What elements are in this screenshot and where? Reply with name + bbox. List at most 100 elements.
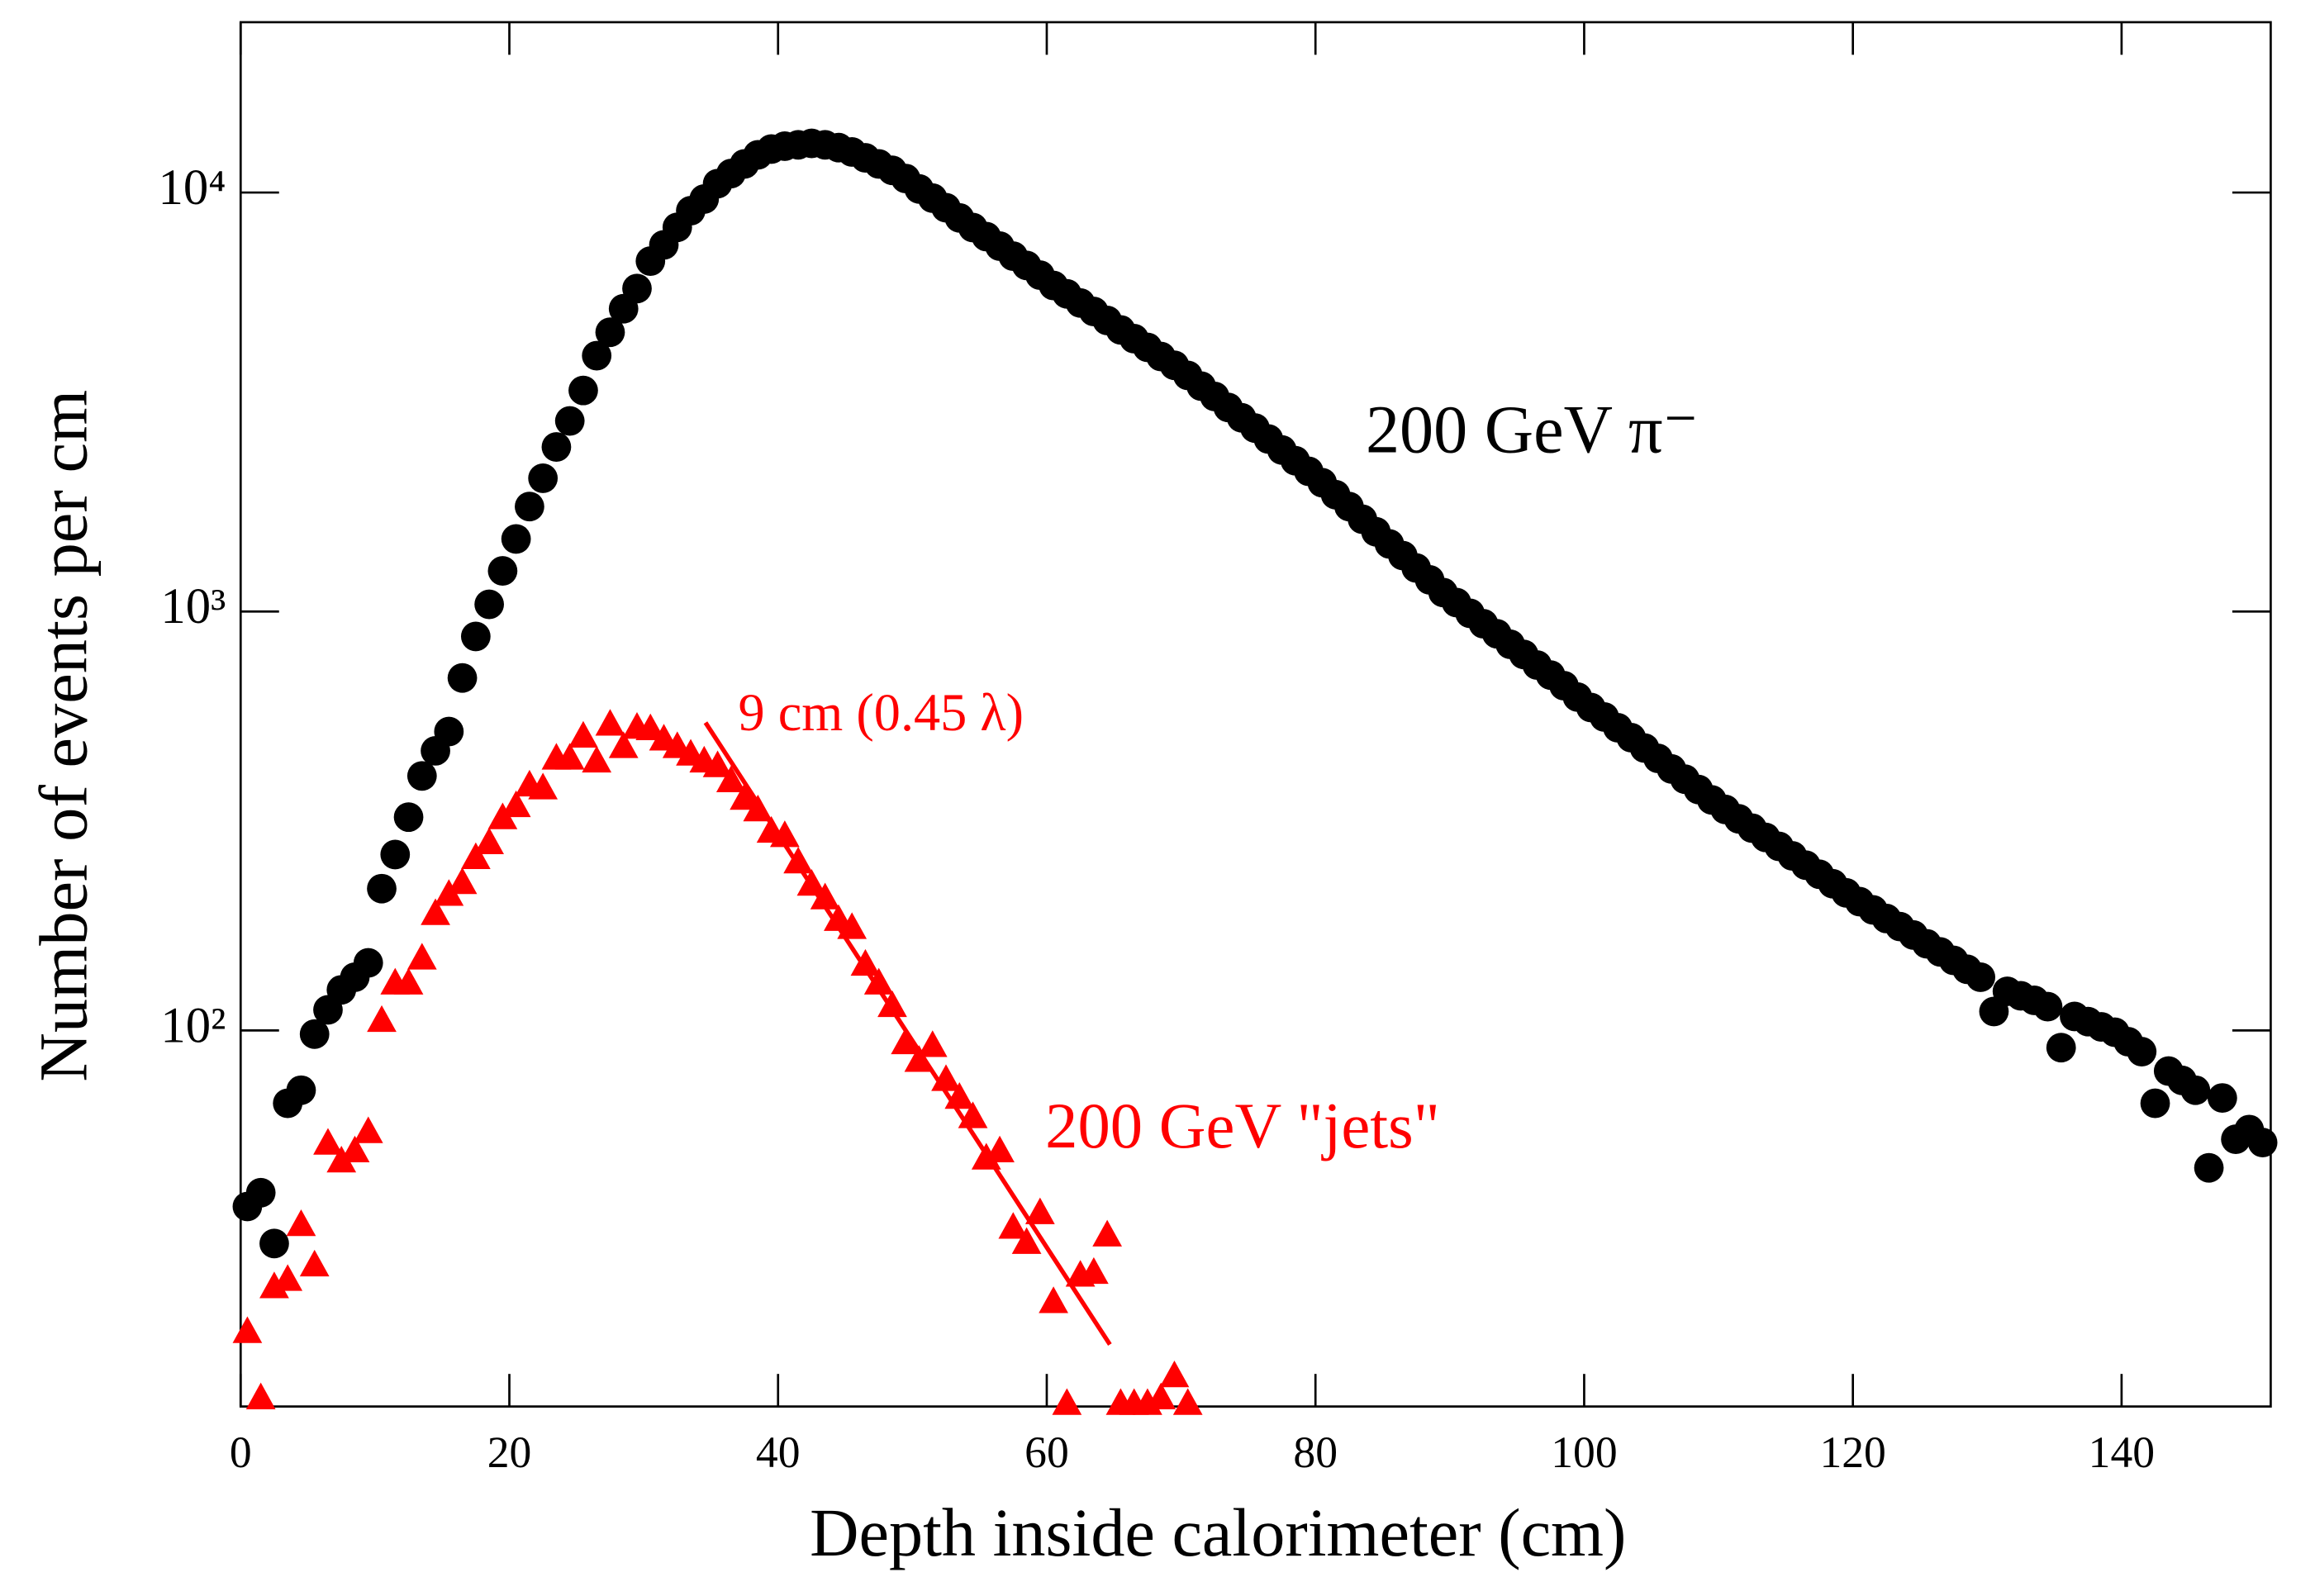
circle-point [2127,1037,2157,1066]
triangle-point [877,990,907,1018]
triangle-point [904,1045,934,1072]
triangle-point [393,967,424,995]
triangle-point [958,1101,988,1128]
circle-point [595,317,625,348]
triangle-point [783,846,814,874]
circle-point [2046,1033,2076,1063]
triangle-point [1092,1219,1123,1247]
fit-label: 9 cm (0.45 λ) [738,683,1024,742]
triangle-point [635,713,666,740]
triangle-point [367,1005,397,1033]
series-label: 200 GeV "jets" [1045,1090,1440,1162]
triangle-point [796,869,827,896]
triangle-point [273,1264,303,1291]
triangle-point [299,1249,330,1277]
y-axis-title: Number of events per cm [26,390,102,1082]
circle-point [582,340,612,371]
circle-point [460,621,491,652]
circle-point [515,492,544,522]
y-tick-label: 10² [160,998,226,1053]
y-tick-label: 10⁴ [158,160,226,216]
triangle-point [528,772,559,800]
triangle-point [863,967,894,995]
circle-point [434,716,464,747]
circle-point [554,406,585,436]
x-axis-title: Depth inside calorimeter (cm) [810,1495,1626,1570]
x-tick-label: 120 [1819,1427,1885,1477]
triangle-point [971,1142,1001,1170]
series-label: 200 GeV π⁻ [1366,392,1699,468]
x-tick-label: 40 [756,1427,801,1477]
triangle-point [1011,1227,1042,1254]
triangle-point [715,765,746,793]
circle-point [2247,1128,2278,1158]
circle-point [568,375,598,406]
triangle-point [326,1146,357,1173]
triangle-point [447,867,478,895]
triangle-point [554,743,585,770]
circle-point [2180,1075,2211,1105]
x-tick-label: 20 [487,1427,532,1477]
triangle-point [730,782,759,810]
circle-point [541,432,572,462]
triangle-point [286,1209,316,1237]
triangle-point [474,827,504,854]
circle-point [299,1019,330,1049]
circle-point [2140,1088,2170,1119]
circle-point [259,1228,289,1259]
triangle-point [259,1271,289,1299]
triangle-point [568,720,598,748]
x-tick-label: 60 [1024,1427,1069,1477]
circle-point [2032,991,2063,1022]
triangle-point [245,1382,276,1409]
triangle-point [931,1064,961,1091]
circle-point [1966,962,1996,992]
triangle-point [460,842,491,870]
circle-point [380,839,411,870]
triangle-point [340,1135,370,1162]
triangle-point [810,882,840,910]
plot-frame [239,21,2272,1408]
triangle-point [769,820,800,848]
circle-point [2207,1083,2237,1114]
triangle-point [582,745,612,773]
triangle-point [998,1212,1029,1239]
circle-point [501,524,531,554]
triangle-point [944,1082,975,1109]
x-tick-label: 80 [1293,1427,1338,1477]
circle-point [474,589,504,620]
circle-point [622,273,652,304]
circle-point [528,463,559,493]
circle-point [245,1177,276,1208]
triangle-point [1146,1382,1177,1409]
triangle-point [1024,1197,1055,1224]
circle-point [367,873,397,904]
circle-point [2194,1152,2224,1183]
triangle-point [1172,1388,1203,1415]
triangle-point [608,731,639,758]
triangle-point [1039,1286,1068,1313]
triangle-point [891,1027,921,1055]
triangle-point [985,1135,1015,1162]
x-tick-label: 0 [230,1427,252,1477]
x-tick-label: 100 [1551,1427,1617,1477]
circle-point [447,663,478,693]
triangle-point [313,1128,343,1155]
circle-point [353,948,383,978]
triangle-point [421,898,450,925]
triangle-point [1159,1361,1190,1388]
triangle-point [702,750,733,777]
triangle-point [595,709,625,736]
triangle-point [1079,1256,1109,1285]
triangle-point [1052,1388,1082,1415]
triangle-point [837,912,868,939]
triangle-point [501,790,531,818]
circle-point [487,556,518,586]
circle-point [286,1075,316,1105]
circle-point [406,761,437,791]
circle-point [393,802,424,833]
triangle-point [232,1316,263,1343]
triangle-point [917,1030,948,1057]
triangle-point [353,1116,383,1143]
